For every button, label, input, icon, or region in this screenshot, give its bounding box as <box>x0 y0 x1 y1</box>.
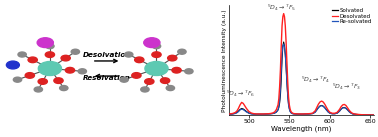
Re-solvated <box>366 114 371 116</box>
Circle shape <box>167 55 177 61</box>
Circle shape <box>28 57 37 63</box>
Circle shape <box>13 77 22 82</box>
Re-solvated <box>277 106 281 107</box>
Circle shape <box>166 85 175 91</box>
Circle shape <box>38 79 47 84</box>
Solvated <box>280 58 284 60</box>
Circle shape <box>125 52 133 57</box>
Solvated <box>369 114 373 116</box>
Circle shape <box>60 85 68 91</box>
Y-axis label: Photoluminescence Intensity (a.u.): Photoluminescence Intensity (a.u.) <box>222 9 227 112</box>
Text: $^5D_4{\rightarrow}^7F_5$: $^5D_4{\rightarrow}^7F_5$ <box>267 2 297 13</box>
Circle shape <box>161 78 170 83</box>
Re-solvated <box>291 113 296 115</box>
Circle shape <box>178 49 186 54</box>
Re-solvated <box>371 114 376 116</box>
Circle shape <box>25 73 34 78</box>
Circle shape <box>6 61 19 69</box>
Text: $^5D_4{\rightarrow}^7F_4$: $^5D_4{\rightarrow}^7F_4$ <box>301 74 331 85</box>
Solvated <box>291 113 296 115</box>
Circle shape <box>18 52 26 57</box>
Text: Desolvation: Desolvation <box>82 52 131 58</box>
Circle shape <box>185 69 193 74</box>
Text: $^5D_4{\rightarrow}^7F_6$: $^5D_4{\rightarrow}^7F_6$ <box>226 89 256 99</box>
Circle shape <box>38 62 62 75</box>
Circle shape <box>46 44 54 49</box>
Circle shape <box>34 87 42 92</box>
Circle shape <box>54 78 63 83</box>
Circle shape <box>78 69 87 74</box>
Circle shape <box>172 67 181 73</box>
Desolvated <box>281 13 286 14</box>
Line: Solvated: Solvated <box>229 42 373 115</box>
Text: $^5D_4{\rightarrow}^7F_3$: $^5D_4{\rightarrow}^7F_3$ <box>332 82 361 92</box>
Desolvated <box>280 25 284 27</box>
Desolvated <box>277 98 281 100</box>
Text: Resolvation: Resolvation <box>83 75 130 81</box>
Circle shape <box>37 38 53 48</box>
Desolvated <box>254 113 259 115</box>
Desolvated <box>277 86 282 88</box>
Solvated <box>281 41 286 43</box>
X-axis label: Wavelength (nm): Wavelength (nm) <box>271 126 332 132</box>
Re-solvated <box>361 114 366 116</box>
Circle shape <box>61 55 70 61</box>
Circle shape <box>152 44 161 49</box>
Solvated <box>361 114 366 116</box>
Circle shape <box>65 67 74 73</box>
Desolvated <box>369 114 373 116</box>
Solvated <box>226 113 231 115</box>
Legend: Solvated, Desolvated, Re-solvated: Solvated, Desolvated, Re-solvated <box>331 7 373 25</box>
Solvated <box>371 114 376 116</box>
Circle shape <box>45 52 54 57</box>
Line: Desolvated: Desolvated <box>229 14 373 115</box>
Circle shape <box>152 52 161 57</box>
Solvated <box>277 107 281 108</box>
Desolvated <box>226 113 231 115</box>
Circle shape <box>145 79 154 84</box>
Re-solvated <box>277 100 282 102</box>
Re-solvated <box>281 43 286 45</box>
Re-solvated <box>254 113 259 115</box>
Re-solvated <box>226 114 231 115</box>
Desolvated <box>371 114 376 116</box>
Circle shape <box>120 77 128 82</box>
Solvated <box>277 102 282 104</box>
Circle shape <box>71 49 79 54</box>
Circle shape <box>144 38 160 48</box>
Re-solvated <box>280 53 284 55</box>
Solvated <box>254 113 259 115</box>
Circle shape <box>132 73 141 78</box>
Circle shape <box>135 57 144 63</box>
Desolvated <box>291 113 296 114</box>
Circle shape <box>141 87 149 92</box>
Line: Re-solvated: Re-solvated <box>229 44 373 115</box>
Circle shape <box>145 62 168 75</box>
Desolvated <box>361 114 366 116</box>
